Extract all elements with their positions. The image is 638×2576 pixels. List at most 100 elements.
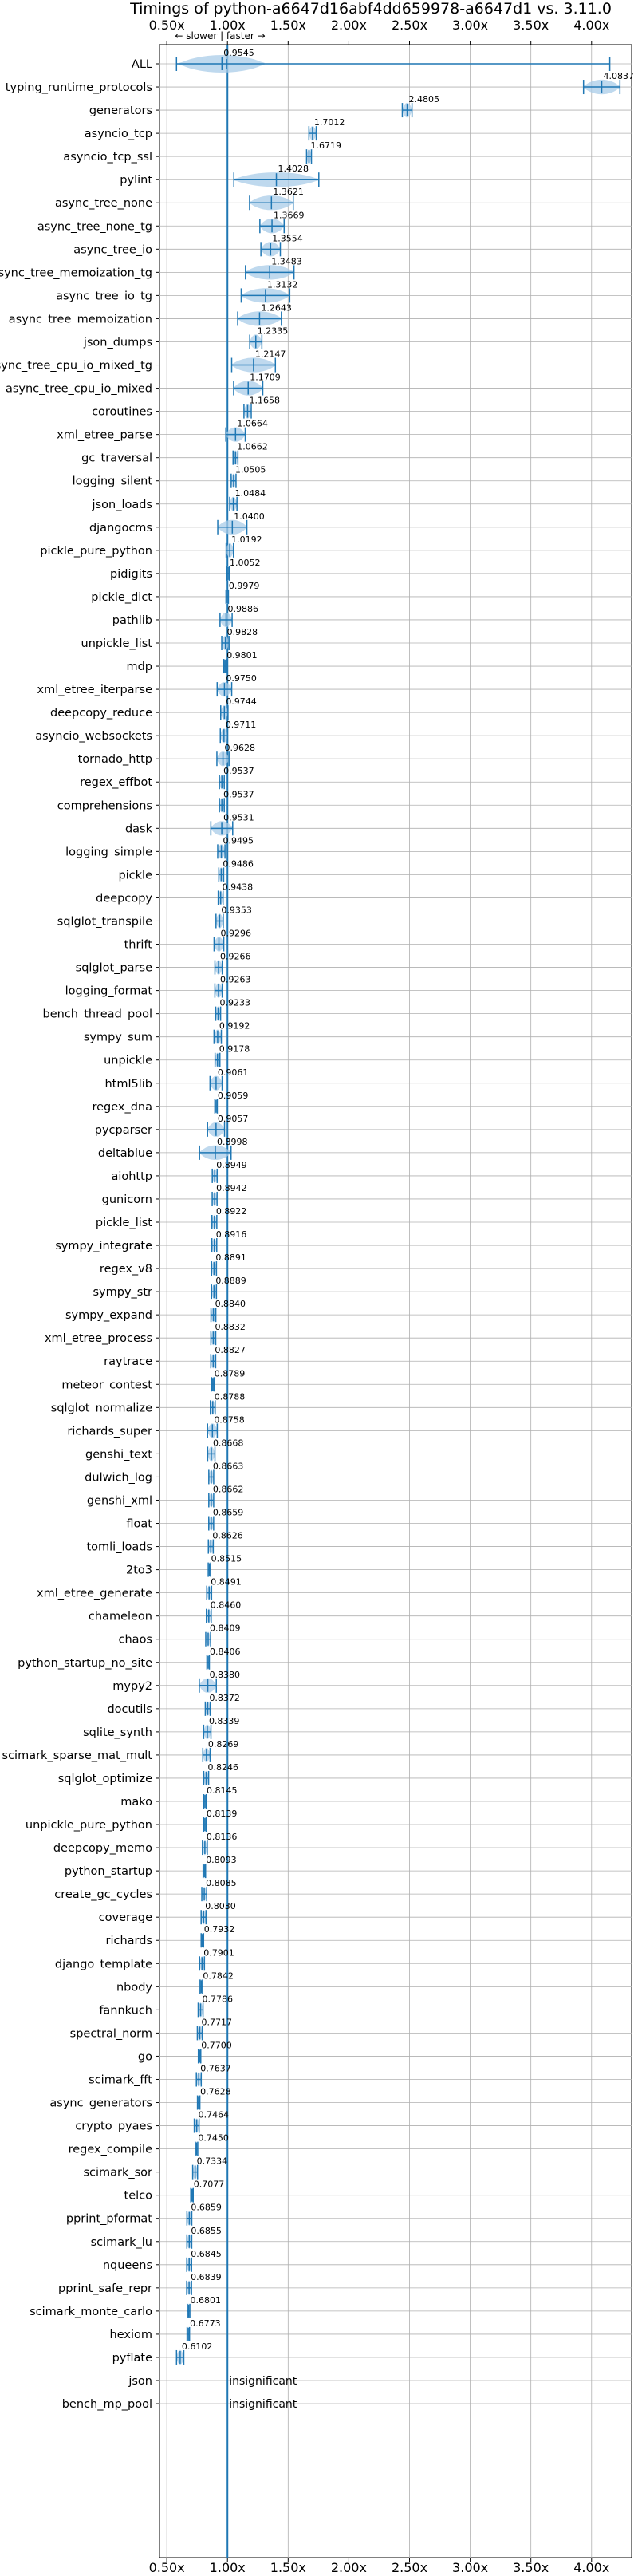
value-label: 0.8406 [210, 1647, 241, 1657]
category-label: mypy2 [112, 1680, 152, 1693]
value-label: 0.8460 [211, 1600, 242, 1611]
category-label: pprint_pformat [66, 2213, 152, 2226]
value-label: 0.8269 [208, 1739, 239, 1750]
value-label: 0.9296 [221, 929, 252, 939]
category-label: generators [89, 105, 152, 117]
value-label: 0.7077 [194, 2180, 224, 2190]
value-label: 0.9495 [223, 835, 254, 846]
value-label: 1.4028 [278, 164, 309, 174]
category-label: regex_dna [92, 1101, 152, 1114]
category-label: scimark_sparse_mat_mult [2, 1750, 153, 1762]
category-label: scimark_lu [91, 2236, 152, 2249]
value-label: 0.8889 [215, 1276, 246, 1286]
category-label: async_tree_io [73, 243, 152, 256]
category-label: sympy_str [93, 1286, 153, 1299]
value-label: 0.9545 [223, 48, 254, 58]
value-label: 1.6719 [310, 140, 341, 151]
value-label: 0.9750 [226, 673, 257, 684]
value-label: 0.6859 [191, 2203, 221, 2213]
category-label: logging_simple [65, 846, 152, 858]
value-label: 0.9233 [220, 998, 251, 1008]
value-label: 0.9059 [218, 1091, 249, 1101]
value-label: 0.9537 [223, 766, 254, 776]
category-label: coverage [99, 1911, 152, 1924]
value-label: 0.8827 [215, 1345, 246, 1355]
x-tick-label-bottom: 2.00x [331, 2560, 367, 2575]
value-label: 0.6773 [190, 2318, 221, 2329]
value-label: 0.8663 [213, 1461, 244, 1471]
value-label: 1.3132 [267, 279, 298, 290]
category-label: async_generators [49, 2097, 152, 2110]
category-label: async_tree_cpu_io_mixed [6, 383, 152, 396]
value-label: 0.9486 [223, 858, 254, 869]
value-label: 0.9537 [223, 789, 254, 799]
x-tick-label-bottom: 3.00x [452, 2560, 488, 2575]
value-label: 0.8145 [207, 1785, 238, 1796]
value-label: 0.7932 [204, 1924, 235, 1935]
category-label: deltablue [98, 1147, 152, 1160]
category-label: docutils [107, 1703, 152, 1716]
category-label: async_tree_none [55, 197, 152, 210]
category-label: mako [120, 1796, 152, 1809]
value-label: 0.9178 [219, 1044, 250, 1055]
x-tick-label-top: 1.00x [210, 18, 246, 33]
value-label: 1.0505 [235, 465, 266, 475]
category-label: sqlglot_parse [76, 962, 152, 975]
category-label: fannkuch [99, 2004, 152, 2017]
value-label: 0.7717 [201, 2017, 232, 2027]
value-label: 0.9828 [227, 627, 258, 637]
value-label: 1.1658 [249, 396, 280, 406]
category-label: nqueens [103, 2259, 152, 2272]
value-label: 1.0662 [237, 442, 268, 452]
category-label: json_loads [92, 499, 152, 511]
axis-layer: 0.50x 0.50x 1.00x 1.00x 1.50x 1.50x 2.00x 2.00x… [149, 18, 610, 2575]
x-tick-label-top: 2.50x [392, 18, 427, 33]
value-label: 0.8659 [213, 1508, 244, 1518]
value-label: 0.6845 [191, 2249, 222, 2259]
value-label: 1.2643 [261, 302, 292, 313]
value-label: 0.7450 [198, 2133, 228, 2144]
x-tick-label-bottom: 3.50x [513, 2560, 549, 2575]
category-label: telco [124, 2190, 153, 2203]
value-label: 0.7700 [201, 2040, 231, 2050]
x-tick-label-bottom: 2.50x [392, 2560, 427, 2575]
x-tick-label-top: 3.00x [452, 18, 488, 33]
category-label: pyflate [112, 2352, 152, 2365]
category-label: logging_format [65, 985, 153, 998]
category-label: scimark_sor [83, 2167, 152, 2180]
x-tick-label-bottom: 4.00x [573, 2560, 609, 2575]
category-label: python_startup_no_site [18, 1657, 152, 1670]
category-label: regex_effbot [80, 776, 152, 789]
value-label: 4.0837 [604, 71, 635, 81]
value-label: 0.9192 [219, 1021, 250, 1032]
x-tick-label-top: 3.50x [513, 18, 549, 33]
category-label: bench_thread_pool [43, 1008, 152, 1021]
category-label: xml_etree_process [45, 1332, 152, 1345]
category-label: unpickle [104, 1055, 152, 1067]
value-label: 0.8491 [211, 1577, 242, 1588]
value-label: 0.7786 [203, 1994, 234, 2004]
x-tick-label-bottom: 1.00x [210, 2560, 246, 2575]
category-label: gunicorn [102, 1193, 152, 1206]
category-label: richards [105, 1935, 152, 1947]
value-label: 0.9263 [220, 975, 251, 985]
category-label: async_tree_memoization [9, 313, 152, 325]
grid-layer [160, 45, 632, 2558]
x-tick-label-top: 0.50x [149, 18, 185, 33]
value-label: 0.8662 [213, 1484, 244, 1494]
category-label: tomli_loads [86, 1541, 152, 1554]
value-label: 1.0484 [235, 488, 266, 499]
value-label: 1.2147 [255, 349, 286, 360]
category-label: chameleon [89, 1611, 152, 1623]
value-label: 0.8139 [207, 1809, 238, 1819]
category-label: sqlglot_transpile [57, 915, 152, 928]
category-label: sqlite_synth [83, 1726, 152, 1739]
category-label: unpickle_list [81, 637, 153, 650]
insignificant-label: insignificant [229, 2398, 297, 2411]
x-tick-label-bottom: 0.50x [149, 2560, 185, 2575]
category-label: sqlglot_optimize [58, 1773, 152, 1785]
value-label: 0.7842 [203, 1970, 234, 1981]
category-label: richards_super [67, 1425, 152, 1438]
category-label: chaos [119, 1634, 152, 1647]
value-label: 1.0400 [234, 511, 265, 522]
